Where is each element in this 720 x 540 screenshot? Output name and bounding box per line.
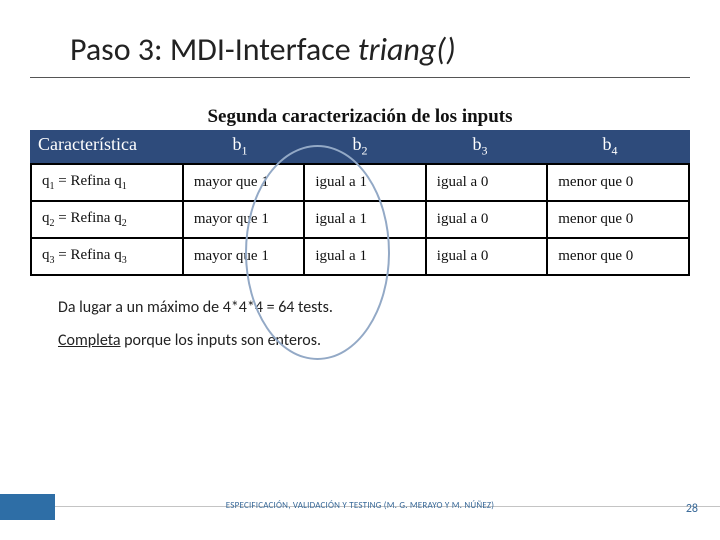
header-col-b2: b2 <box>300 130 420 163</box>
cell-b4: menor que 0 <box>547 201 689 238</box>
cell-b4: menor que 0 <box>547 164 689 201</box>
header-col-b3: b3 <box>420 130 540 163</box>
header-col-b1: b1 <box>180 130 300 163</box>
slide-title: Paso 3: MDI-Interface triang() <box>30 0 690 78</box>
table-header-row: Característica b1 b2 b3 b4 <box>30 130 690 163</box>
characterization-table: q1 = Refina q1 mayor que 1 igual a 1 igu… <box>30 163 690 276</box>
cell-b2: igual a 1 <box>304 238 425 275</box>
title-plain: Paso 3: MDI-Interface <box>70 30 358 69</box>
title-italic: triang() <box>358 30 456 69</box>
cell-b3: igual a 0 <box>426 238 547 275</box>
cell-b1: mayor que 1 <box>183 201 304 238</box>
header-col-b4: b4 <box>540 130 680 163</box>
sub-caption: Segunda caracterización de los inputs <box>0 106 720 128</box>
cell-b1: mayor que 1 <box>183 238 304 275</box>
cell-b4: menor que 0 <box>547 238 689 275</box>
cell-b2: igual a 1 <box>304 164 425 201</box>
table-row: q3 = Refina q3 mayor que 1 igual a 1 igu… <box>31 238 689 275</box>
cell-b3: igual a 0 <box>426 164 547 201</box>
cell-b1: mayor que 1 <box>183 164 304 201</box>
table-row: q2 = Refina q2 mayor que 1 igual a 1 igu… <box>31 201 689 238</box>
footer-bar: ESPECIFICACIÓN, VALIDACIÓN Y TESTING (M.… <box>0 494 720 520</box>
footer-text: ESPECIFICACIÓN, VALIDACIÓN Y TESTING (M.… <box>0 500 720 511</box>
note-complete: Completa porque los inputs son enteros. <box>58 331 720 350</box>
note-max-tests: Da lugar a un máximo de 4*4*4 = 64 tests… <box>58 298 720 317</box>
cell-characteristic: q2 = Refina q2 <box>31 201 183 238</box>
cell-b3: igual a 0 <box>426 201 547 238</box>
cell-characteristic: q1 = Refina q1 <box>31 164 183 201</box>
table-row: q1 = Refina q1 mayor que 1 igual a 1 igu… <box>31 164 689 201</box>
cell-b2: igual a 1 <box>304 201 425 238</box>
cell-characteristic: q3 = Refina q3 <box>31 238 183 275</box>
header-col-characteristic: Característica <box>30 130 180 159</box>
page-number: 28 <box>686 502 698 516</box>
note-complete-underline: Completa <box>58 331 121 350</box>
